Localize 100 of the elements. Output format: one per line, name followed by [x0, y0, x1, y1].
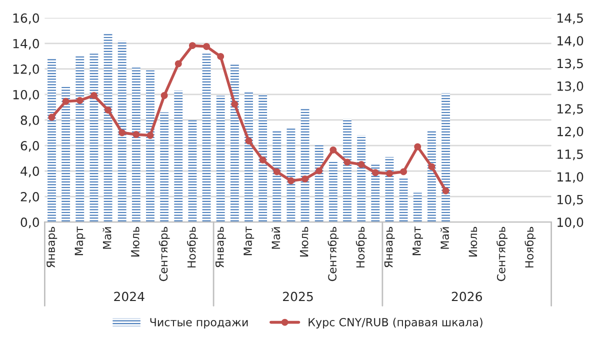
y-tick-label: 8,0: [20, 115, 40, 126]
y2-tick-label: 12,5: [558, 104, 583, 115]
legend-label: Курс CNY/RUB (правая шкала): [308, 318, 482, 329]
point: [358, 160, 365, 168]
text: 2024: [114, 292, 144, 302]
point: [160, 92, 168, 99]
bar: [62, 86, 70, 222]
y-tick-label: 4,0: [20, 166, 40, 178]
text: 2026: [452, 292, 482, 302]
bar: [244, 92, 253, 222]
bar: [76, 56, 84, 222]
point: [259, 156, 266, 164]
point: [442, 187, 450, 194]
bar: [371, 163, 380, 222]
bar: [132, 68, 140, 222]
y-tick-label: 0,0: [20, 218, 40, 228]
text: 2025: [283, 292, 313, 302]
point: [231, 100, 238, 108]
point: [188, 42, 196, 50]
point: [273, 168, 280, 176]
point: [118, 129, 126, 136]
point: [203, 43, 210, 50]
x-tick-label: Март: [412, 226, 423, 256]
x-tick-label: Июль: [131, 226, 140, 256]
point: [62, 98, 70, 105]
x-tick-label: Сентябрь: [496, 226, 508, 282]
x-tick-label: Июль: [300, 226, 308, 256]
bar: [399, 177, 408, 222]
y2-tick-label: 14,0: [558, 36, 584, 47]
point: [428, 163, 436, 170]
y-tick-label: 12,0: [13, 64, 40, 76]
x-tick-label: Ноябрь: [524, 226, 536, 268]
x-tick-label: Ноябрь: [356, 226, 367, 268]
y2-tick-label: 10,5: [558, 194, 583, 206]
bar: [413, 192, 422, 222]
bar: [286, 128, 296, 222]
bar: [230, 64, 239, 222]
y2-tick-label: 14,5: [558, 14, 583, 24]
y-tick-label: 16,0: [13, 13, 40, 24]
bar: [300, 108, 310, 222]
point: [316, 167, 323, 174]
bar: [146, 70, 154, 222]
point: [48, 114, 56, 121]
y-tick-label: 2,0: [20, 192, 40, 203]
point: [104, 106, 112, 114]
bar: [202, 54, 211, 222]
x-tick-label: Сентябрь: [158, 226, 170, 282]
point: [344, 158, 351, 166]
x-tick-label: Январь: [216, 226, 226, 268]
point: [287, 177, 294, 184]
x-tick-label: Сентябрь: [328, 226, 339, 282]
y-tick-label: 6,0: [20, 140, 40, 152]
y-tick-label: 10,0: [13, 90, 40, 101]
x-tick-label: Июль: [468, 226, 478, 256]
x-tick-label: Январь: [384, 226, 395, 268]
x-tick-label: Март: [74, 226, 86, 256]
bar: [258, 94, 268, 222]
bar: [357, 135, 366, 222]
point: [132, 131, 140, 138]
bar: [104, 33, 112, 222]
y2-tick-label: 10,0: [558, 218, 584, 228]
point: [146, 132, 154, 139]
bar: [272, 130, 282, 222]
y2-tick-label: 13,5: [558, 58, 583, 70]
y2-tick-label: 11,0: [558, 172, 584, 183]
bar: [90, 54, 98, 222]
y2-tick-label: 12,0: [558, 126, 584, 138]
bar: [48, 57, 56, 222]
x-tick-label: Май: [102, 227, 112, 249]
point: [245, 137, 252, 144]
y2-tick-label: 13,0: [558, 81, 584, 92]
bar: [216, 96, 225, 222]
y-tick-label: 14,0: [13, 38, 40, 50]
point: [372, 169, 379, 176]
x-tick-label: Март: [244, 226, 254, 256]
point: [400, 168, 408, 176]
legend-label: Чистые продажи: [150, 318, 248, 329]
bar: [328, 160, 338, 222]
bar: [188, 120, 197, 222]
point: [330, 146, 337, 154]
point: [414, 143, 422, 150]
point: [174, 60, 182, 68]
x-tick-label: Ноябрь: [186, 226, 198, 268]
bar: [427, 130, 436, 222]
bar: [343, 118, 352, 222]
x-tick-label: Январь: [46, 226, 58, 268]
point: [76, 97, 84, 104]
y2-tick-label: 11,5: [558, 150, 583, 160]
point: [217, 53, 224, 60]
x-tick-label: Май: [440, 227, 449, 249]
point: [386, 170, 393, 177]
bar: [118, 40, 126, 222]
bar: [160, 112, 169, 222]
point: [302, 175, 309, 182]
bar: [174, 90, 183, 222]
point: [90, 92, 98, 99]
bar: [442, 93, 450, 222]
bar: [314, 144, 324, 222]
bar: [385, 156, 394, 222]
x-tick-label: Май: [272, 227, 280, 249]
